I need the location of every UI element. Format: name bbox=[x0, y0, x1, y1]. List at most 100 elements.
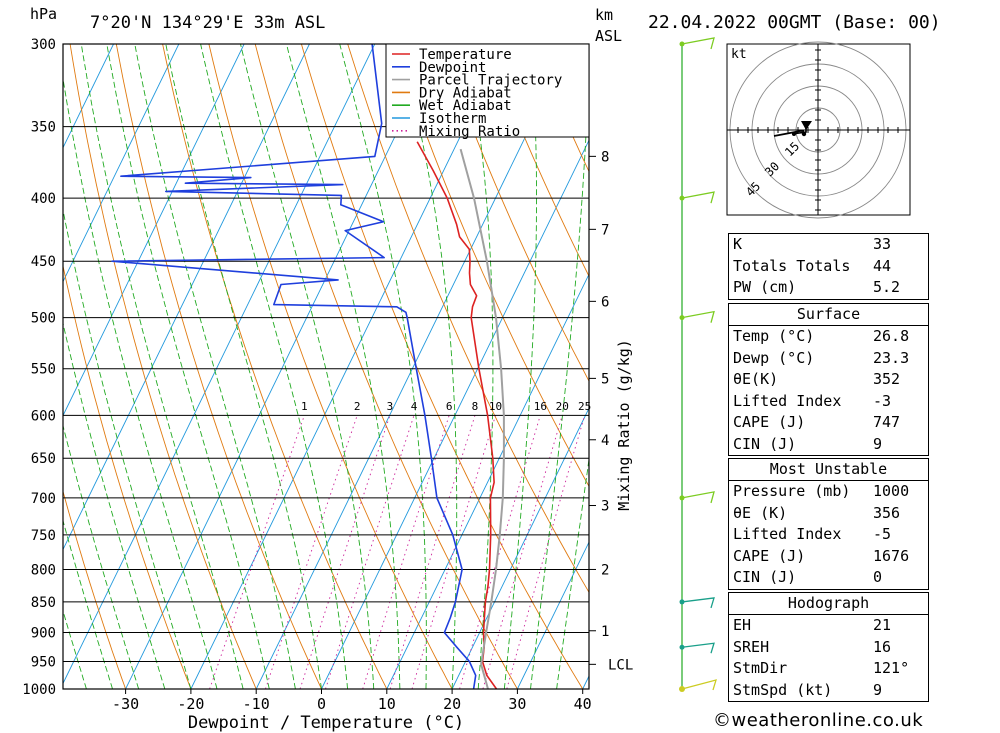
dry-adiabat-line bbox=[984, 26, 1000, 689]
x-tick-label: 10 bbox=[378, 695, 396, 713]
mixing-ratio-label: 20 bbox=[556, 400, 569, 413]
wind-barb bbox=[681, 597, 715, 609]
index-label: CAPE (J) bbox=[733, 546, 806, 565]
dry-adiabat-line bbox=[347, 44, 589, 594]
legend-entry: Dry Adiabat bbox=[419, 85, 512, 101]
surface-indices-table: Surface Temp (°C) 26.8 Dewp (°C) 23.3 θE(K) 3… bbox=[728, 303, 929, 456]
pressure-tick-label: 800 bbox=[31, 562, 56, 578]
sounding-date: 22.04.2022 00GMT (Base: 00) bbox=[648, 12, 941, 33]
index-label: Dewp (°C) bbox=[733, 348, 815, 367]
pressure-tick-label: 900 bbox=[31, 626, 56, 642]
wind-barb bbox=[681, 642, 715, 654]
x-tick-label: -10 bbox=[243, 695, 270, 713]
dry-adiabat-line bbox=[115, 44, 322, 689]
mixing-ratio-line bbox=[389, 415, 476, 689]
height-tick-label: 3 bbox=[601, 499, 609, 515]
pressure-tick-label: 750 bbox=[31, 528, 56, 544]
series-line-dewpoint bbox=[111, 44, 477, 689]
index-value: 33 bbox=[873, 235, 892, 253]
index-row: CIN (J) 9 bbox=[729, 434, 928, 456]
index-label: θE(K) bbox=[733, 370, 779, 388]
isotherm-line bbox=[63, 44, 114, 149]
pressure-tick-label: 350 bbox=[31, 120, 56, 136]
mixing-ratio-label: 25 bbox=[578, 400, 591, 413]
mixing-ratio-axis-label: Mixing Ratio (g/kg) bbox=[615, 339, 633, 511]
wet-adiabat-line bbox=[63, 519, 113, 689]
hodograph-point bbox=[792, 132, 796, 136]
wind-barb bbox=[681, 310, 715, 323]
surface-title: Surface bbox=[729, 304, 928, 326]
height-tick-label: 7 bbox=[601, 222, 609, 238]
height-tick-label: 6 bbox=[601, 294, 609, 310]
index-row: Temp (°C) 26.8 bbox=[729, 326, 928, 348]
mixing-ratio-line bbox=[506, 415, 586, 689]
series-line-parcel-trajectory bbox=[459, 148, 505, 689]
legend-entry: Wet Adiabat bbox=[419, 98, 512, 114]
index-row: Lifted Index -3 bbox=[729, 391, 928, 413]
wind-barb bbox=[681, 37, 715, 50]
index-label: CAPE (J) bbox=[733, 413, 806, 431]
index-row: EH 21 bbox=[729, 615, 928, 637]
index-value: 44 bbox=[873, 256, 892, 275]
index-row: Totals Totals 44 bbox=[729, 256, 928, 278]
index-row: StmSpd (kt) 9 bbox=[729, 680, 928, 702]
index-value: 9 bbox=[873, 680, 883, 699]
index-row: K 33 bbox=[729, 234, 928, 256]
wet-adiabat-line bbox=[63, 76, 218, 689]
index-value: 23.3 bbox=[873, 348, 910, 367]
index-row: Dewp (°C) 23.3 bbox=[729, 348, 928, 370]
km-unit-label: km bbox=[595, 6, 613, 24]
asl-unit-label: ASL bbox=[595, 27, 622, 45]
isotherm-line bbox=[125, 44, 441, 689]
wet-adiabat-line bbox=[134, 44, 296, 689]
isotherm-line bbox=[516, 541, 589, 689]
index-value: 747 bbox=[873, 413, 901, 431]
pressure-tick-label: 650 bbox=[31, 451, 56, 467]
mixing-ratio-label: 6 bbox=[446, 400, 453, 413]
legend-box bbox=[385, 43, 590, 138]
index-value: 5.2 bbox=[873, 278, 901, 296]
isotherm-line bbox=[386, 273, 589, 689]
index-row: SREH 16 bbox=[729, 637, 928, 659]
index-value: 16 bbox=[873, 637, 892, 656]
index-row: θE (K) 356 bbox=[729, 503, 928, 525]
wind-barb bbox=[681, 491, 715, 504]
most-unstable-table: Most Unstable Pressure (mb) 1000 θE (K) 356… bbox=[728, 458, 929, 590]
mixing-ratio-label: 2 bbox=[354, 400, 361, 413]
index-value: 121° bbox=[873, 659, 910, 677]
dry-adiabat-line bbox=[208, 44, 453, 689]
index-value: 352 bbox=[873, 370, 901, 388]
x-tick-label: -30 bbox=[112, 695, 139, 713]
isotherm-line bbox=[63, 44, 376, 685]
legend-entry: Mixing Ratio bbox=[419, 124, 520, 140]
x-tick-label: 30 bbox=[508, 695, 526, 713]
index-label: K bbox=[733, 235, 743, 253]
height-tick-label: LCL bbox=[608, 657, 633, 673]
index-label: Lifted Index bbox=[733, 525, 842, 543]
pressure-tick-label: 450 bbox=[31, 254, 56, 270]
hodograph-point bbox=[801, 131, 807, 137]
index-label: Pressure (mb) bbox=[733, 482, 851, 500]
index-row: Pressure (mb) 1000 bbox=[729, 481, 928, 503]
mixing-ratio-line bbox=[209, 415, 305, 689]
wind-barb bbox=[681, 191, 715, 204]
dry-adiabat-line bbox=[938, 26, 1000, 689]
pressure-tick-label: 1000 bbox=[22, 682, 56, 698]
wet-adiabat-line bbox=[63, 207, 192, 689]
index-value: 9 bbox=[873, 434, 883, 453]
pressure-tick-label: 600 bbox=[31, 408, 56, 424]
wind-profile bbox=[679, 37, 717, 692]
dry-adiabat-line bbox=[69, 44, 257, 689]
mixing-ratio-label: 3 bbox=[387, 400, 394, 413]
wet-adiabat-line bbox=[556, 456, 589, 689]
isotherm-line bbox=[451, 407, 589, 689]
site-credit[interactable]: ©weatheronline.co.uk bbox=[713, 710, 924, 731]
isotherm-line bbox=[255, 44, 572, 689]
station-location: 7°20'N 134°29'E 33m ASL bbox=[90, 13, 325, 33]
wet-adiabat-line bbox=[240, 44, 375, 689]
index-label: StmSpd (kt) bbox=[733, 680, 833, 699]
pressure-tick-label: 300 bbox=[31, 37, 56, 53]
index-label: CIN (J) bbox=[733, 434, 797, 453]
wind-barb bbox=[681, 679, 717, 691]
hodograph-trace bbox=[773, 130, 804, 137]
